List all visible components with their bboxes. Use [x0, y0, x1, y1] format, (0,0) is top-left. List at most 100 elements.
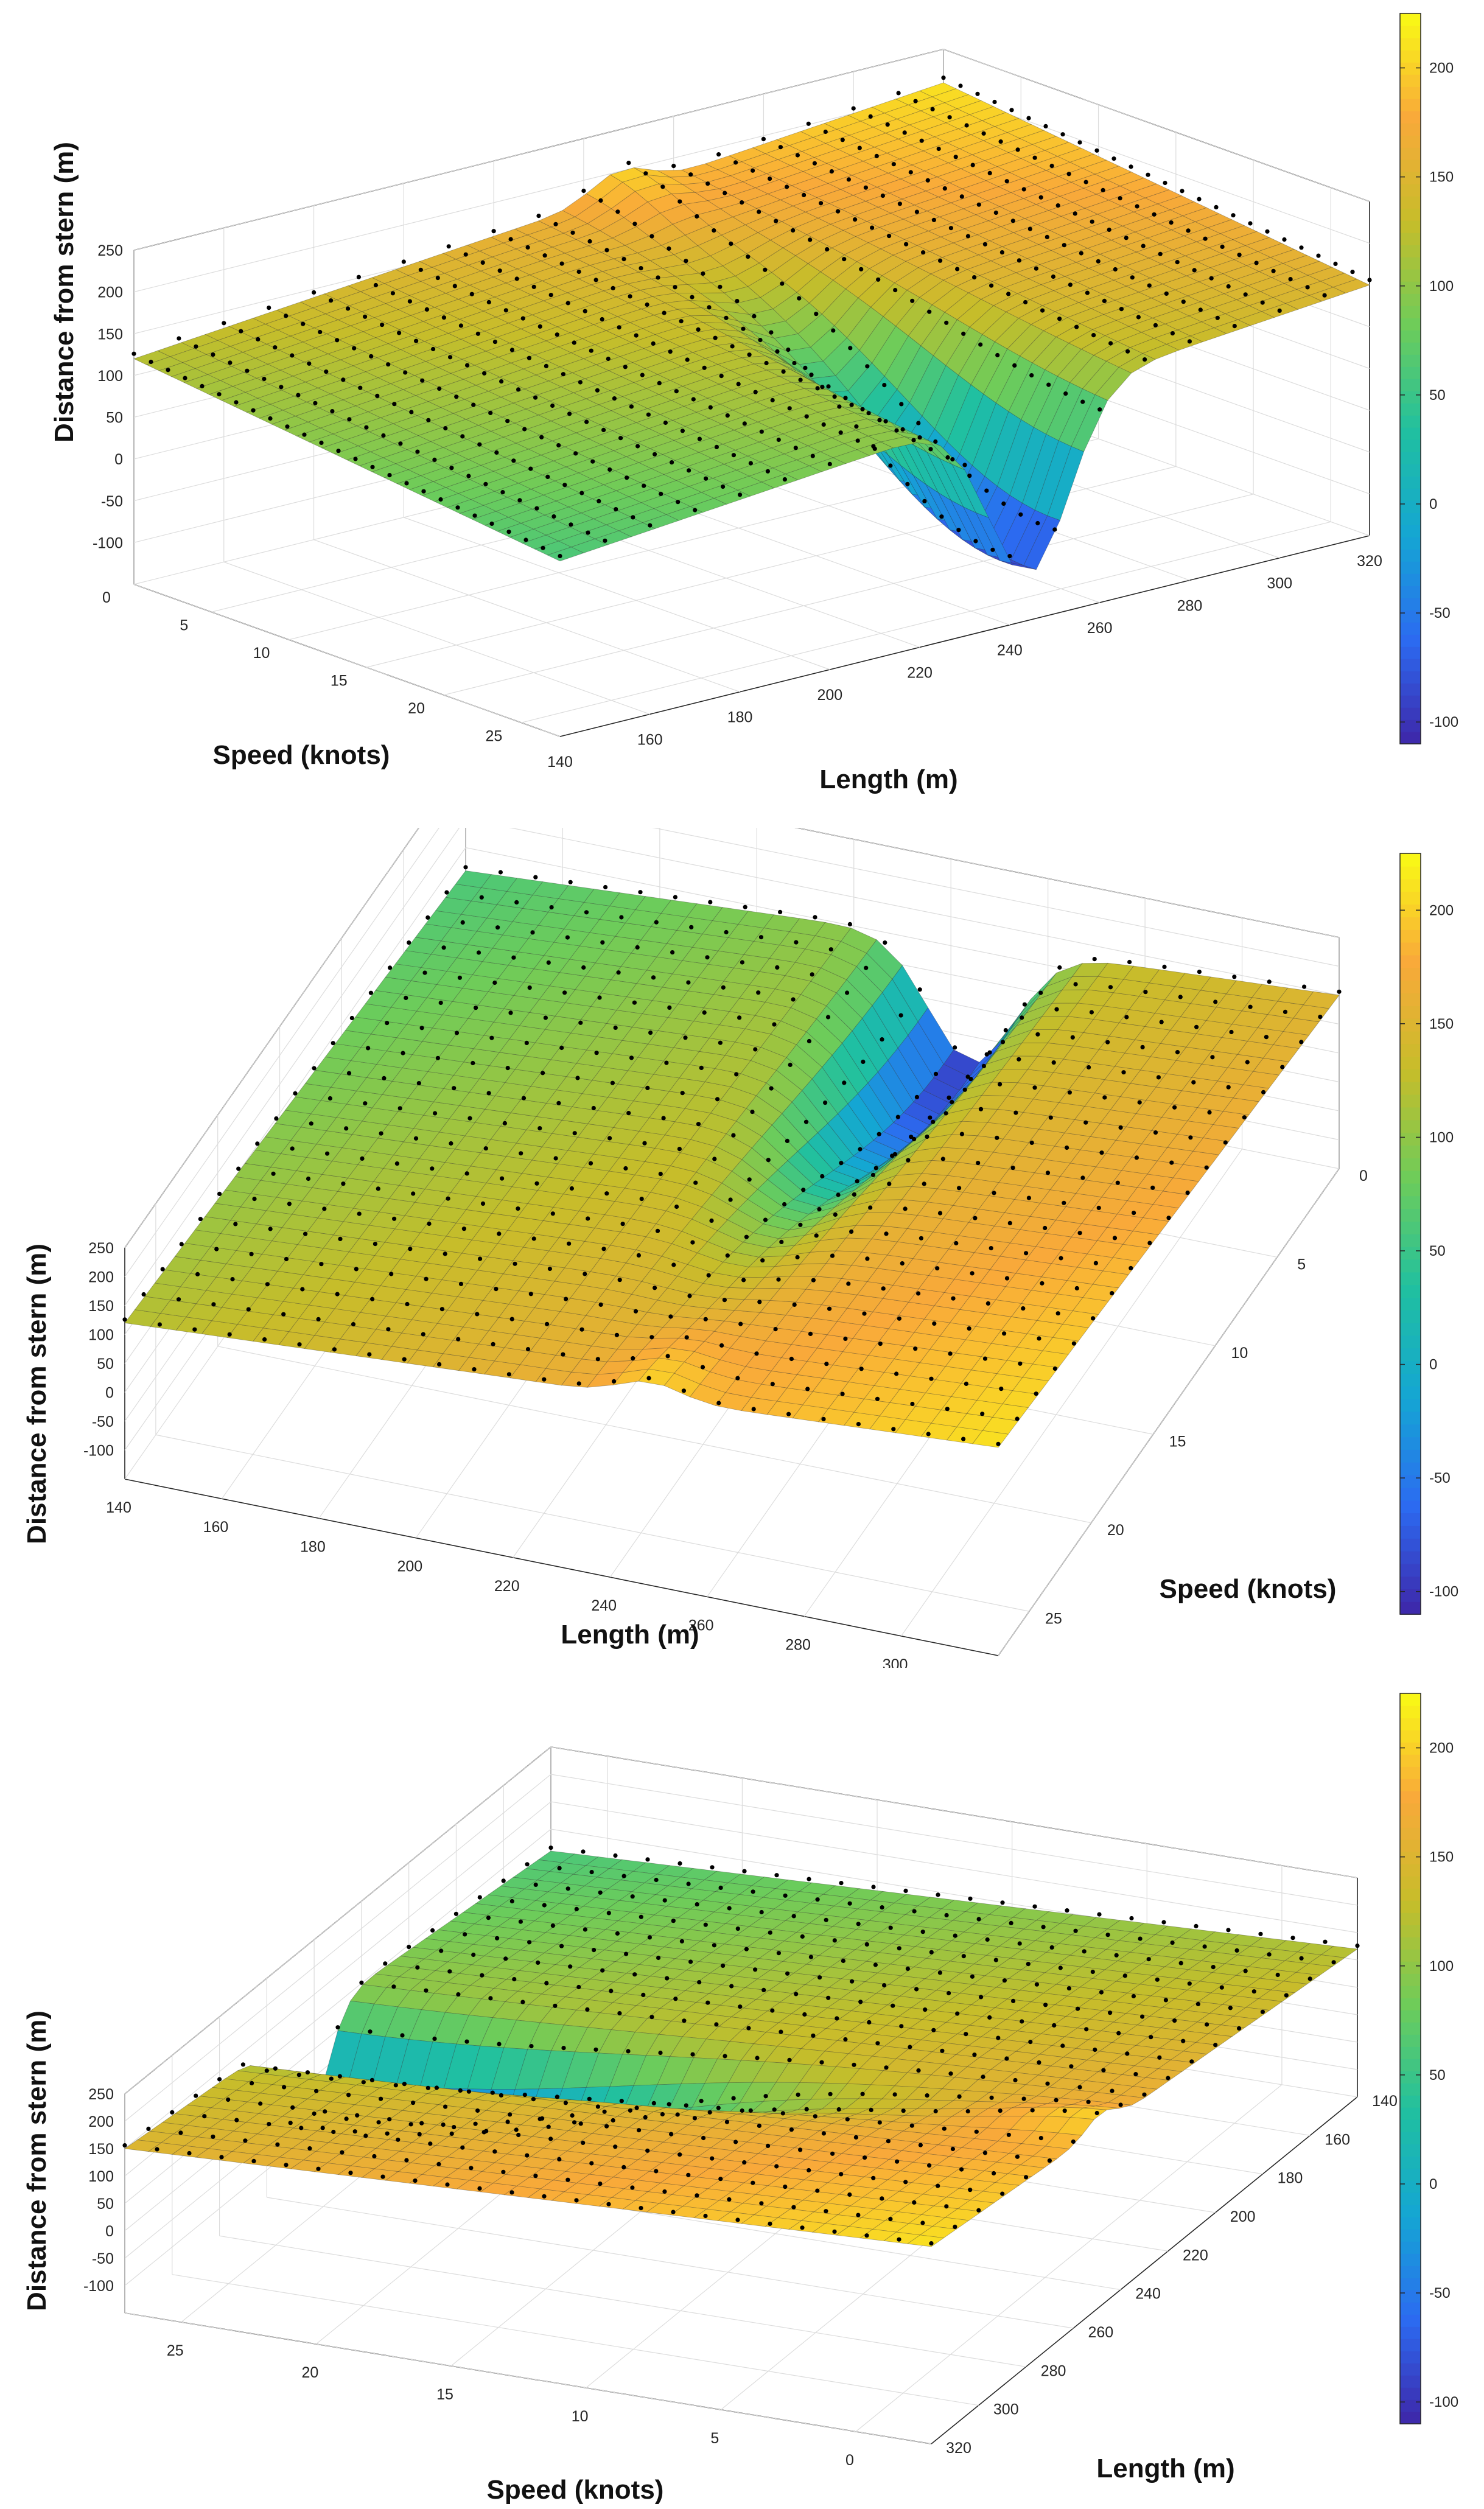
sample-point [797, 296, 802, 301]
sample-point [910, 1401, 915, 1407]
sample-point [684, 259, 688, 264]
sample-point [1229, 1029, 1234, 1035]
sample-point [361, 2080, 366, 2085]
colorbar-segment [1400, 293, 1421, 306]
sample-point [1026, 1195, 1031, 1200]
sample-point [1010, 1166, 1015, 1171]
sample-point [905, 481, 910, 486]
sample-point [325, 1151, 330, 1156]
sample-point [550, 1923, 556, 1928]
sample-point [483, 481, 488, 486]
sample-point [716, 152, 721, 157]
sample-point [671, 1262, 676, 1267]
sample-point [570, 230, 575, 235]
sample-point [530, 930, 535, 935]
colorbar-segment [1400, 233, 1421, 245]
sample-point [995, 352, 1000, 358]
sample-point [511, 458, 516, 463]
sample-point [300, 1287, 305, 1292]
sample-point [961, 331, 966, 336]
sample-point [307, 361, 312, 366]
sample-point [1223, 1140, 1228, 1145]
sample-point [910, 298, 915, 303]
sample-point [623, 1166, 628, 1171]
sample-point [758, 338, 763, 343]
sample-point [249, 1251, 254, 1256]
sample-point [837, 404, 842, 409]
sample-point [578, 380, 583, 385]
sample-point [917, 435, 922, 440]
sample-point [1057, 317, 1062, 321]
sample-point [1242, 1115, 1247, 1120]
colorbar-segment [1400, 1538, 1421, 1552]
surface-patch [906, 2234, 945, 2247]
sample-point [931, 1119, 936, 1124]
sample-point [632, 1000, 637, 1005]
sample-point [437, 1362, 442, 1366]
sample-point [1302, 984, 1307, 989]
sample-point [421, 489, 426, 494]
sample-point [854, 424, 859, 429]
sample-point [341, 377, 346, 382]
sample-point [527, 1940, 532, 1945]
sample-point [486, 1091, 491, 1096]
sample-point [1264, 1035, 1269, 1040]
sample-point [452, 1086, 457, 1091]
z-tick-label: 150 [88, 1298, 114, 1315]
sample-point [446, 244, 451, 249]
sample-point [1055, 203, 1060, 208]
colorbar-segment [1400, 172, 1421, 184]
sample-point [795, 153, 800, 158]
sample-point [547, 1266, 553, 1272]
sample-point [512, 1977, 517, 1982]
sample-point [604, 1191, 609, 1196]
sample-point [775, 965, 780, 970]
sample-point [607, 467, 612, 472]
sample-point [226, 2097, 231, 2102]
sample-point [718, 284, 723, 289]
sample-point [329, 2076, 334, 2081]
sample-point [486, 1916, 491, 1920]
sample-point [690, 1240, 695, 1245]
sample-point [631, 1356, 635, 1361]
sample-point [1105, 1040, 1110, 1045]
colorbar-segment [1400, 904, 1421, 917]
colorbar-segment [1400, 993, 1421, 1006]
sample-point [179, 1242, 184, 1247]
sample-point [738, 492, 743, 497]
sample-point [1003, 1028, 1008, 1033]
sample-point [989, 283, 994, 288]
sample-point [549, 905, 554, 910]
z-tick-label: -50 [101, 493, 123, 510]
sample-point [363, 314, 368, 319]
sample-point [612, 1379, 617, 1384]
sample-point [754, 1351, 759, 1356]
sample-point [662, 310, 667, 315]
sample-point [438, 497, 443, 502]
sample-point [904, 242, 909, 247]
sample-point [1172, 1105, 1177, 1110]
colorbar-segment [1400, 1803, 1421, 1816]
sample-point [370, 464, 375, 469]
colorbar-tick-label: 100 [1429, 1958, 1454, 1975]
sample-point [1175, 1050, 1180, 1055]
sample-point [948, 1351, 953, 1356]
sample-point [351, 1322, 356, 1327]
sample-point [880, 193, 885, 198]
sample-point [1198, 307, 1203, 312]
colorbar-segment [1400, 86, 1421, 99]
colorbar-segment [1400, 74, 1421, 87]
sample-point [176, 1297, 181, 1302]
colorbar-segment [1400, 1513, 1421, 1526]
sample-point [1021, 187, 1026, 192]
grid-line [217, 1346, 1091, 1524]
colorbar-segment [1400, 1373, 1421, 1387]
sample-point [477, 1895, 482, 1900]
colorbar-segment [1400, 2229, 1421, 2242]
colorbar-segment [1400, 1888, 1421, 1901]
sample-point [1135, 204, 1139, 209]
sample-point [595, 388, 600, 393]
sample-point [1119, 307, 1124, 312]
colorbar-frame [1399, 853, 1421, 1615]
sample-point [781, 369, 786, 374]
